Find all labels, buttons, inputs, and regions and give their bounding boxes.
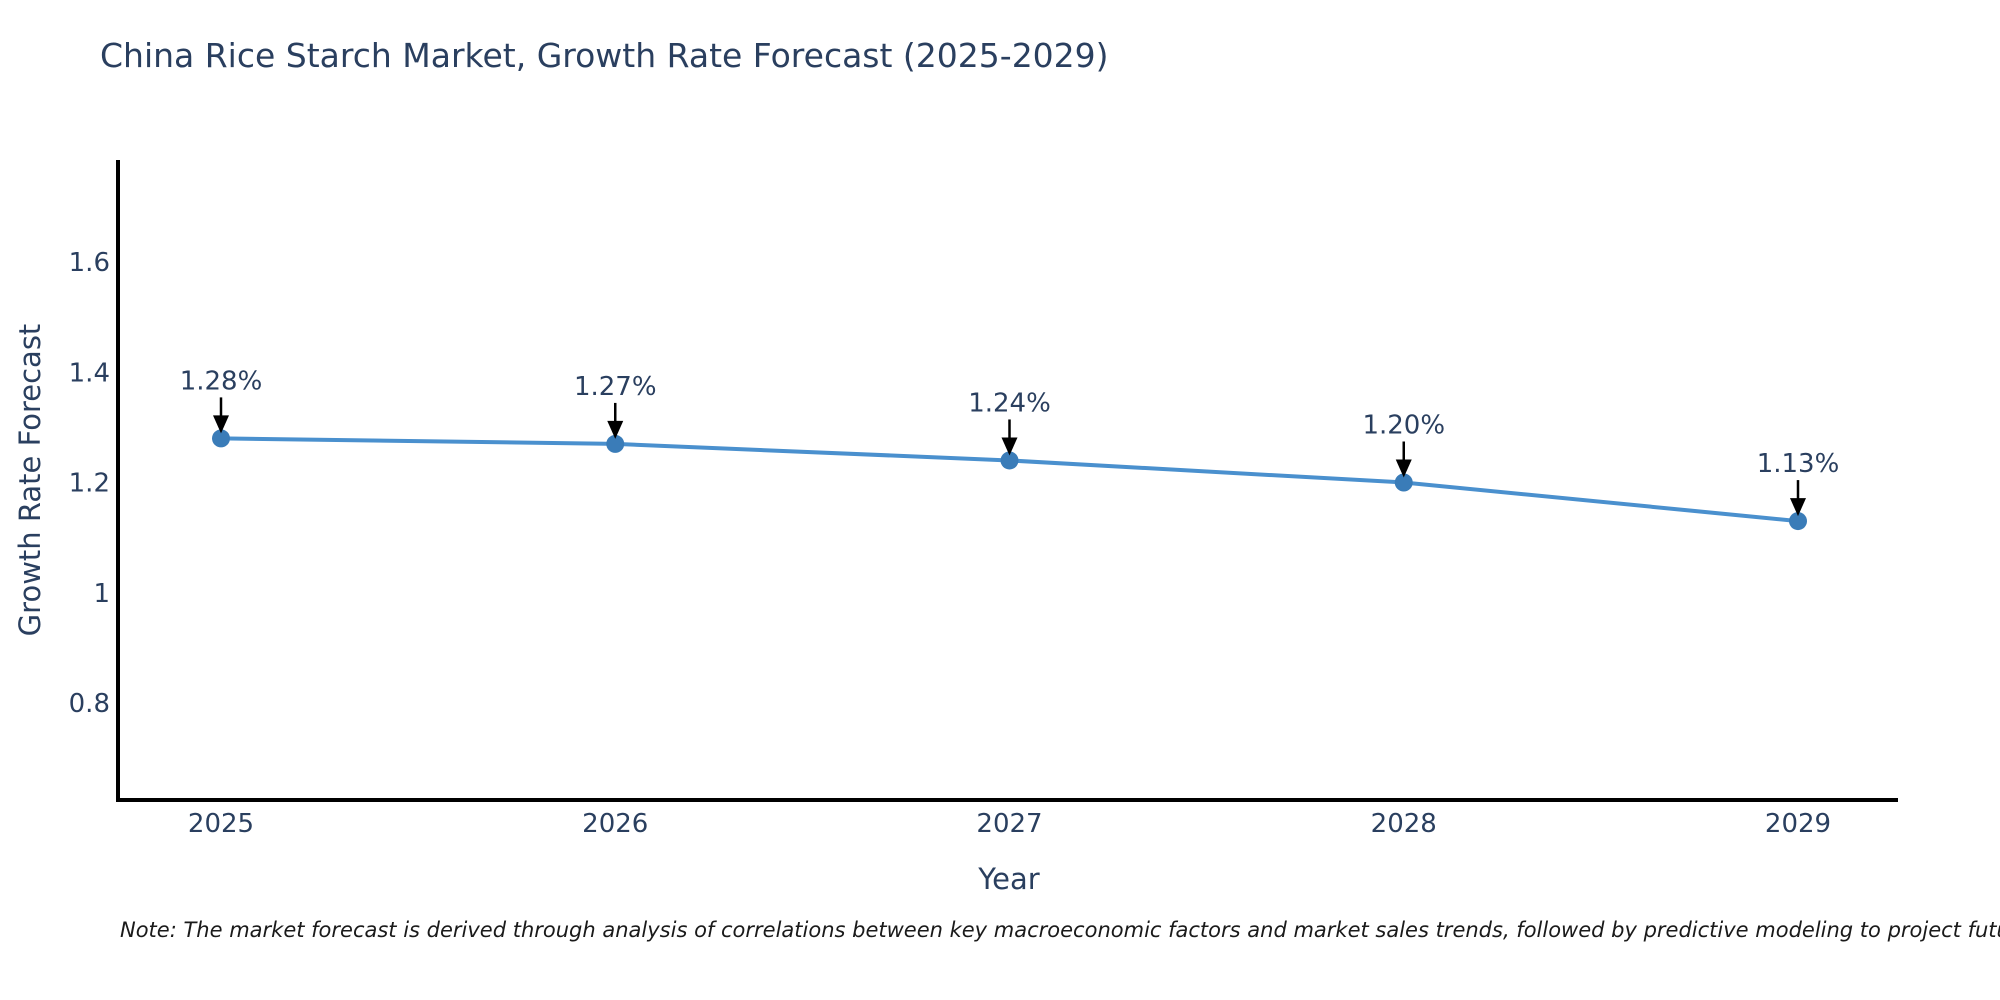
data-point-marker [212,429,230,448]
point-value-label: 1.28% [180,366,263,396]
data-point-marker [1000,451,1019,470]
annotation-arrow-head [1001,437,1018,456]
data-point-marker [606,434,625,453]
y-tick-label: 0.8 [69,689,110,719]
point-value-label: 1.13% [1757,449,1840,479]
y-tick-label: 1 [93,579,110,609]
data-point-marker [1394,473,1413,492]
chart-title: China Rice Starch Market, Growth Rate Fo… [100,36,1109,75]
x-tick-label: 2028 [1371,809,1437,839]
y-axis-title: Growth Rate Forecast [13,323,47,637]
line-chart-canvas: 0.8 1 1.2 1.4 1.6 2025 2026 2027 2028 2029 1.28% 1.… [69,160,1898,839]
y-tick-label: 1.2 [69,469,110,499]
annotation-arrow-head [1790,498,1806,517]
x-tick-label: 2027 [976,809,1042,839]
annotation-arrow-head [213,415,229,434]
x-axis-title: Year [978,862,1040,896]
annotation-arrow-head [1395,459,1412,478]
x-tick-label: 2026 [582,809,648,839]
y-tick-label: 1.4 [69,358,110,388]
y-tick-label: 1.6 [69,248,110,278]
footnote: Note: The market forecast is derived thr… [120,918,2000,942]
point-value-label: 1.27% [574,372,657,402]
annotation-arrow-head [607,420,624,439]
point-value-label: 1.20% [1362,411,1445,441]
data-point-marker [1789,512,1807,531]
x-tick-label: 2029 [1765,809,1831,839]
point-value-label: 1.24% [968,388,1051,418]
x-tick-label: 2025 [188,809,254,839]
